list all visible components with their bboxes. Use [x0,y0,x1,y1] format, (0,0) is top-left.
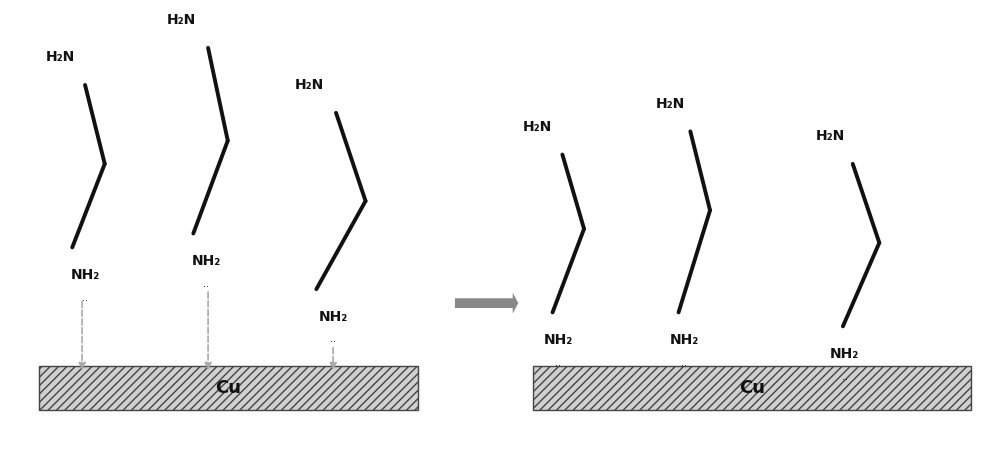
Text: ··: ·· [82,296,88,306]
Text: H₂N: H₂N [523,120,552,134]
Text: NH₂: NH₂ [543,333,573,347]
Text: NH₂: NH₂ [669,333,698,347]
Text: NH₂: NH₂ [191,255,221,269]
Text: NH₂: NH₂ [318,310,347,324]
Text: H₂N: H₂N [295,78,323,92]
Text: Cu: Cu [215,379,241,397]
Text: ··: ·· [555,361,561,371]
Text: H₂N: H₂N [167,13,196,27]
Text: ··: ·· [841,375,847,385]
Text: H₂N: H₂N [814,129,844,143]
Text: ··: ·· [329,338,335,347]
Text: ··: ·· [203,282,209,292]
Text: H₂N: H₂N [656,97,684,111]
Text: NH₂: NH₂ [70,268,100,282]
Text: H₂N: H₂N [45,50,75,64]
FancyBboxPatch shape [532,366,970,410]
FancyBboxPatch shape [38,366,417,410]
Text: Cu: Cu [739,379,764,397]
Text: ··: ·· [680,361,686,371]
Text: NH₂: NH₂ [829,347,859,361]
